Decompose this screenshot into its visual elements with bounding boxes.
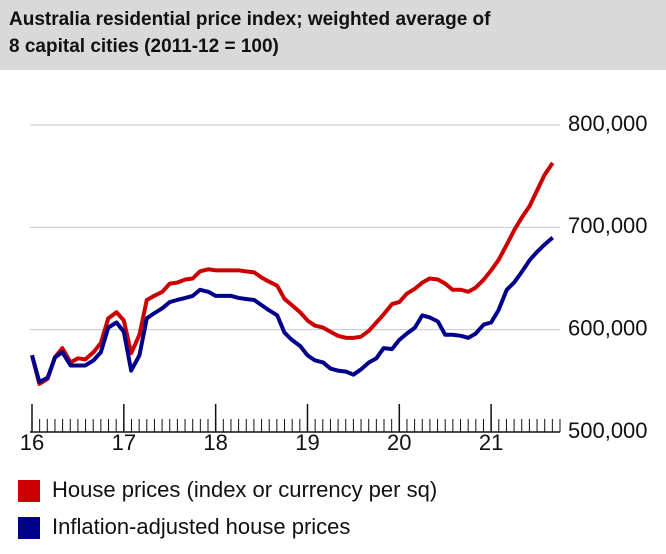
y-tick-label: 800,000 [568,111,648,136]
x-tick-label: 21 [479,430,503,455]
line-series [30,161,555,386]
y-tick-label: 500,000 [568,418,648,443]
y-tick-label: 600,000 [568,315,648,340]
x-tick-label: 19 [295,430,319,455]
line-series [30,236,554,384]
chart-title: Australia residential price index; weigh… [9,9,491,57]
x-tick-label: 16 [20,430,44,455]
legend-label: Inflation-adjusted house prices [52,514,350,539]
legend-swatch [18,480,40,502]
legend-label: House prices (index or currency per sq) [52,477,437,502]
x-tick-label: 18 [203,430,227,455]
x-tick-label: 20 [387,430,411,455]
header: Australia residential price index; weigh… [0,0,666,70]
y-tick-label: 700,000 [568,213,648,238]
x-tick-label: 17 [112,430,136,455]
legend-swatch [18,517,40,539]
